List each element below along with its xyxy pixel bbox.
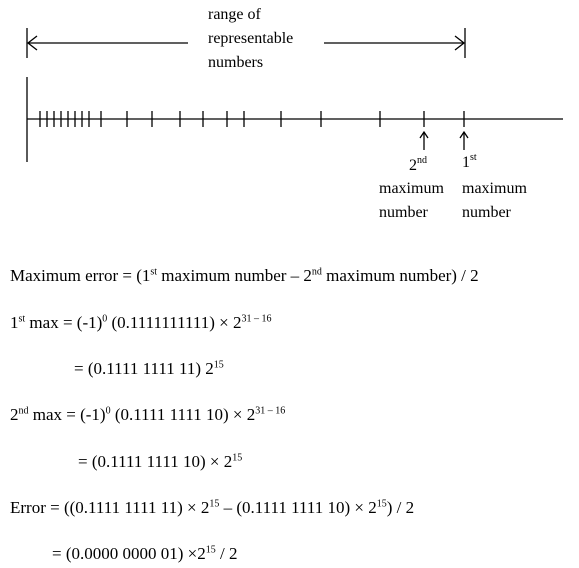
max-error-definition: Maximum error = (1st maximum number – 2n…: [10, 266, 479, 285]
first-max-simplified: = (0.1111 1111 11) 215: [74, 359, 224, 378]
first-max-line3: number: [462, 204, 512, 221]
first-max-line2: maximum: [462, 180, 527, 197]
range-label-line1: range of: [208, 6, 262, 23]
second-max-ordinal: 2nd: [409, 155, 427, 174]
number-line-ticks: [39, 111, 465, 127]
first-max-ordinal: 1st: [462, 152, 477, 171]
second-max-line2: maximum: [379, 180, 444, 197]
first-max-pointer-head: [459, 130, 469, 139]
second-max-pointer-head: [419, 130, 429, 139]
range-left-arrowhead: [26, 35, 38, 51]
first-max-equation: 1st max = (-1)0 (0.1111111111) × 231 – 1…: [10, 313, 272, 332]
error-result: = (0.0000 0000 01) ×215 / 2: [52, 544, 238, 563]
second-max-simplified: = (0.1111 1111 10) × 215: [78, 452, 243, 471]
range-label-line3: numbers: [208, 54, 263, 71]
second-max-line3: number: [379, 204, 429, 221]
range-label-line2: representable: [208, 30, 293, 47]
range-right-arrowhead: [454, 35, 466, 51]
number-line-diagram: range of representable numbers 2nd maxim…: [26, 6, 563, 221]
second-max-equation: 2nd max = (-1)0 (0.1111 1111 10) × 231 –…: [10, 405, 286, 424]
error-equation: Error = ((0.1111 1111 11) × 215 – (0.111…: [10, 498, 415, 517]
